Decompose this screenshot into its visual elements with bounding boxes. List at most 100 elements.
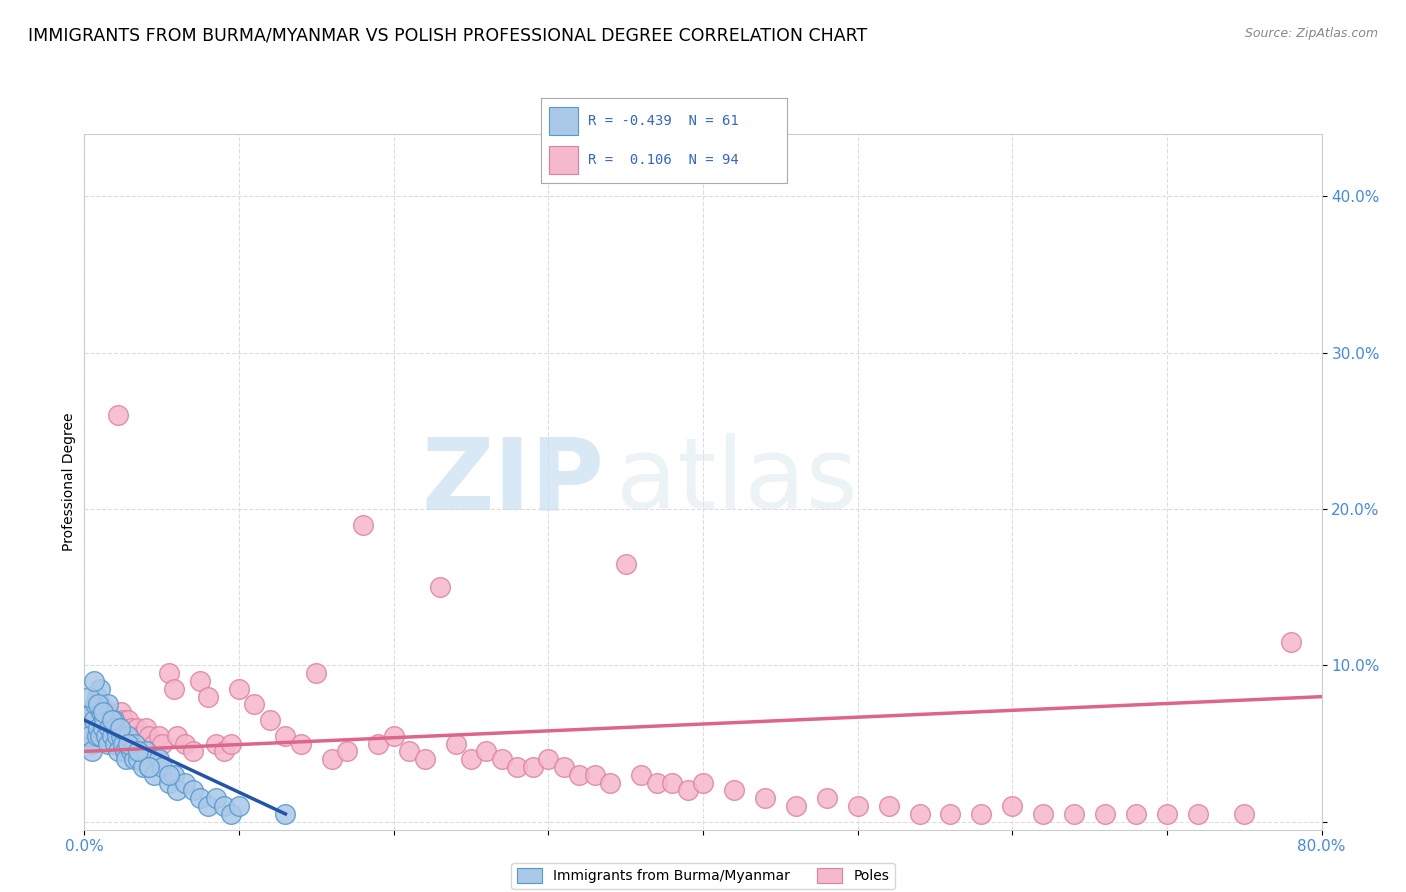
Point	[413, 752, 436, 766]
Point	[1063, 806, 1085, 821]
Point	[77, 690, 100, 704]
Point	[429, 580, 451, 594]
Bar	[548, 146, 578, 175]
Point	[537, 752, 560, 766]
Text: atlas: atlas	[616, 434, 858, 530]
Point	[274, 729, 297, 743]
Point	[132, 760, 155, 774]
Point	[103, 729, 125, 743]
Point	[124, 737, 146, 751]
Point	[117, 713, 139, 727]
Point	[127, 744, 149, 758]
Point	[219, 806, 242, 821]
Point	[166, 783, 188, 797]
Point	[630, 768, 652, 782]
Point	[77, 729, 100, 743]
Point	[197, 690, 219, 704]
Point	[150, 760, 173, 774]
Point	[1279, 635, 1302, 649]
Point	[138, 729, 160, 743]
Point	[1187, 806, 1209, 821]
Point	[1156, 806, 1178, 821]
Point	[87, 721, 110, 735]
Point	[96, 706, 118, 720]
Point	[96, 698, 118, 712]
Point	[89, 681, 111, 696]
Point	[661, 775, 683, 789]
Bar	[548, 107, 578, 135]
Text: ZIP: ZIP	[422, 434, 605, 530]
Point	[94, 729, 117, 743]
Point	[120, 744, 142, 758]
Point	[1233, 806, 1256, 821]
Point	[159, 768, 180, 782]
Text: R = -0.439  N = 61: R = -0.439 N = 61	[588, 113, 738, 128]
Point	[110, 729, 132, 743]
Point	[98, 721, 121, 735]
Point	[150, 737, 173, 751]
Point	[723, 783, 745, 797]
Point	[568, 768, 591, 782]
Point	[76, 721, 98, 735]
Point	[135, 721, 157, 735]
Point	[117, 729, 139, 743]
Point	[107, 409, 129, 423]
Point	[94, 729, 117, 743]
Point	[112, 737, 135, 751]
Point	[93, 713, 115, 727]
Point	[197, 799, 219, 814]
Point	[174, 775, 197, 789]
Point	[117, 737, 139, 751]
Point	[367, 737, 389, 751]
Point	[676, 783, 699, 797]
Point	[1094, 806, 1116, 821]
Text: R =  0.106  N = 94: R = 0.106 N = 94	[588, 153, 738, 167]
Y-axis label: Professional Degree: Professional Degree	[62, 412, 76, 551]
Point	[382, 729, 405, 743]
Point	[115, 752, 138, 766]
Point	[274, 806, 297, 821]
Point	[148, 752, 170, 766]
Point	[181, 783, 204, 797]
Point	[82, 737, 104, 751]
Point	[143, 768, 166, 782]
Point	[138, 760, 160, 774]
Point	[77, 729, 100, 743]
Point	[138, 760, 160, 774]
Point	[815, 791, 838, 805]
Point	[522, 760, 544, 774]
Point	[122, 729, 145, 743]
Point	[96, 737, 118, 751]
Point	[143, 737, 166, 751]
Point	[129, 729, 152, 743]
Point	[553, 760, 575, 774]
Point	[188, 791, 211, 805]
Point	[205, 791, 228, 805]
Point	[212, 744, 235, 758]
Point	[352, 517, 374, 532]
Point	[444, 737, 467, 751]
Point	[83, 721, 105, 735]
Point	[336, 744, 359, 758]
Point	[89, 729, 111, 743]
Point	[599, 775, 621, 789]
Point	[103, 713, 125, 727]
Point	[475, 744, 498, 758]
Point	[105, 721, 128, 735]
Point	[122, 752, 145, 766]
Point	[290, 737, 312, 751]
Point	[908, 806, 931, 821]
Point	[692, 775, 714, 789]
Point	[107, 744, 129, 758]
Point	[159, 775, 180, 789]
Point	[101, 713, 124, 727]
Point	[84, 706, 107, 720]
Point	[76, 721, 98, 735]
Point	[87, 713, 110, 727]
Point	[205, 737, 228, 751]
Point	[114, 721, 136, 735]
Point	[105, 729, 128, 743]
Point	[228, 681, 250, 696]
Point	[846, 799, 869, 814]
Point	[228, 799, 250, 814]
